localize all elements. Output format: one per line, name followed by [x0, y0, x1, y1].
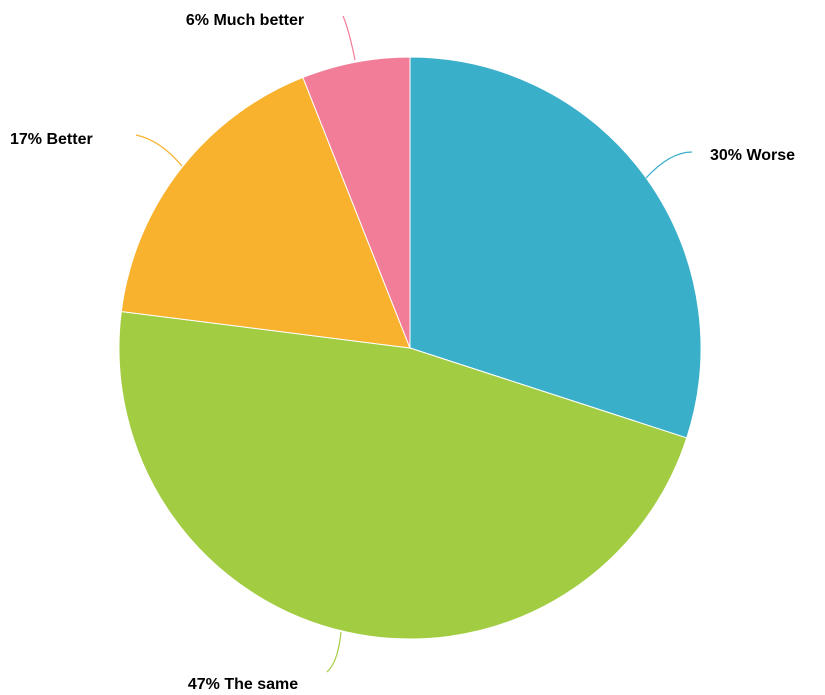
pie-slice-the-same: [118, 310, 688, 640]
leader-line-the-same: [326, 631, 342, 673]
pie-slice-much-better: [302, 56, 411, 349]
leader-lines: [135, 15, 693, 673]
leader-line-worse: [645, 151, 693, 179]
data-label-worse: 30% Worse: [710, 147, 795, 164]
data-labels: 30% Worse 47% The same 17% Better 6% Much b…: [10, 12, 795, 693]
leader-line-much-better: [342, 15, 356, 61]
pie-slices: [118, 56, 702, 640]
leader-line-better: [135, 134, 183, 167]
data-label-the-same: 47% The same: [188, 676, 298, 693]
data-label-much-better: 6% Much better: [186, 12, 304, 29]
pie-slice-worse: [409, 56, 702, 439]
pie-slice-better: [120, 76, 411, 349]
data-label-better: 17% Better: [10, 131, 93, 148]
